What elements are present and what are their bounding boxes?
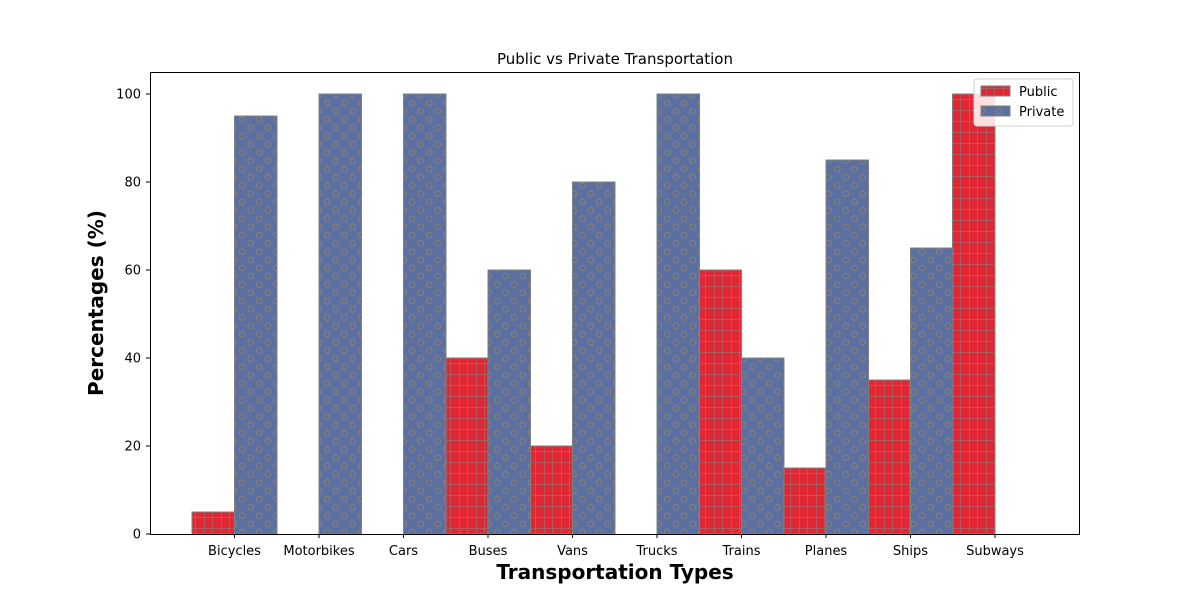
- bar-private-trains: [741, 357, 785, 535]
- chart-title: Public vs Private Transportation: [497, 50, 733, 68]
- bar-public-vans: [529, 445, 573, 535]
- bar-public-planes: [783, 467, 827, 535]
- x-tick-label: Buses: [469, 544, 508, 559]
- x-tick-label: Trucks: [635, 544, 677, 559]
- x-tick-label: Trains: [722, 544, 761, 559]
- y-tick-label: 80: [124, 176, 141, 191]
- y-tick-label: 20: [124, 440, 141, 455]
- bars-layer: [191, 93, 996, 535]
- bar-private-planes: [825, 159, 869, 535]
- legend-label-private: Private: [1019, 105, 1064, 120]
- bar-private-ships: [910, 247, 954, 535]
- legend: Public Private: [973, 78, 1074, 127]
- y-tick-label: 0: [133, 528, 141, 543]
- x-tick-label: Cars: [389, 544, 418, 559]
- y-tick-label: 60: [124, 264, 141, 279]
- bar-private-vans: [572, 181, 616, 535]
- x-tick-label: Subways: [966, 544, 1024, 559]
- x-axis-title: Transportation Types: [496, 560, 733, 584]
- bar-private-cars: [403, 93, 447, 535]
- bar-public-ships: [867, 379, 911, 535]
- legend-label-public: Public: [1019, 85, 1057, 100]
- bar-public-bicycles: [191, 511, 235, 535]
- x-tick-label: Planes: [805, 544, 848, 559]
- y-tick-label: 40: [124, 352, 141, 367]
- legend-swatch-public: [980, 85, 1011, 97]
- bar-private-trucks: [656, 93, 700, 535]
- plot-frame: [150, 72, 1080, 535]
- bar-private-motorbikes: [318, 93, 362, 535]
- bar-private-buses: [487, 269, 531, 535]
- x-tick-label: Ships: [893, 544, 928, 559]
- bar-public-buses: [445, 357, 489, 535]
- legend-swatch-private: [980, 105, 1011, 117]
- bar-public-trains: [698, 269, 742, 535]
- y-ticks: 0 20 40 60 80 100: [116, 88, 151, 543]
- bar-private-bicycles: [234, 115, 278, 535]
- x-tick-label: Motorbikes: [283, 544, 354, 559]
- x-tick-label: Bicycles: [208, 544, 261, 559]
- y-tick-label: 100: [116, 88, 141, 103]
- bar-public-subways: [952, 93, 996, 535]
- x-ticks: Bicycles Motorbikes Cars Buses Vans Trucks Tra…: [208, 534, 1024, 559]
- x-tick-label: Vans: [557, 544, 588, 559]
- y-axis-title: Percentages (%): [84, 210, 108, 396]
